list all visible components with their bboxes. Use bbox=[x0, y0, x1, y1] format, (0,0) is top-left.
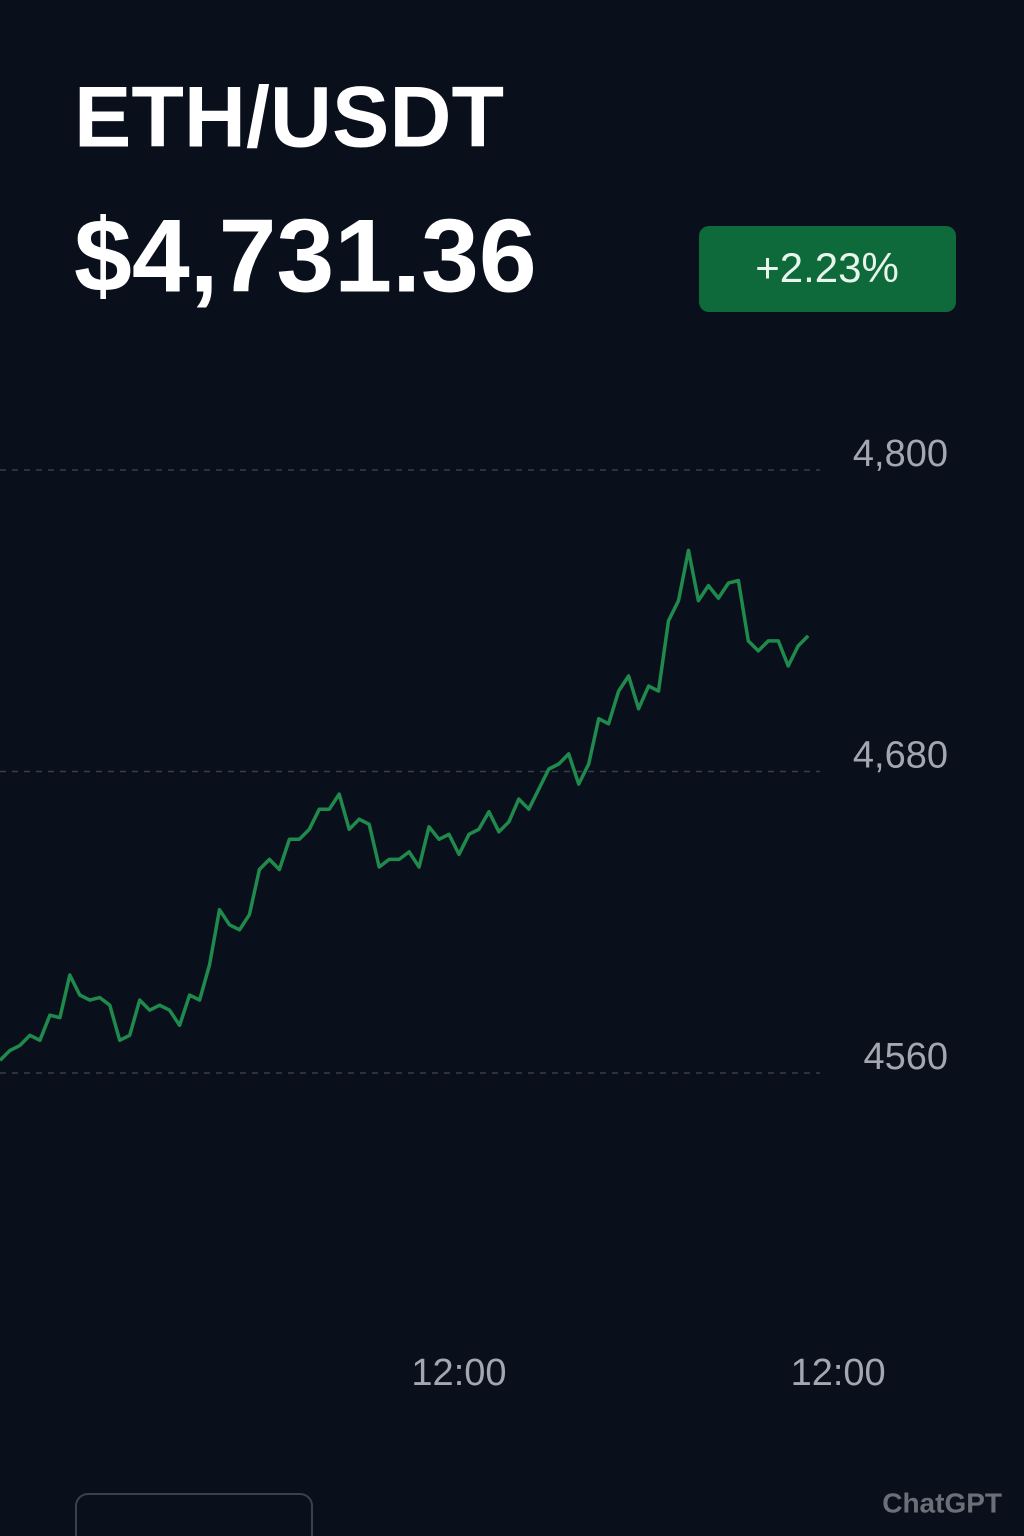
y-tick-label: 4,800 bbox=[853, 433, 948, 475]
change-badge bbox=[699, 226, 956, 312]
price-line bbox=[0, 548, 810, 1062]
y-tick-label: 4560 bbox=[863, 1036, 948, 1078]
watermark: ChatGPT bbox=[882, 1487, 1002, 1518]
y-tick-label: 4,680 bbox=[853, 735, 948, 777]
x-tick-label: 12:00 bbox=[411, 1352, 506, 1394]
price: $4,731.36 bbox=[74, 198, 537, 314]
change-text: +2.23% bbox=[755, 244, 899, 291]
pair-title: ETH/USDT bbox=[74, 70, 504, 166]
button-outline bbox=[75, 1493, 313, 1536]
chart: 4560 4,680 4,800 12:00 12:00 bbox=[0, 433, 948, 1394]
x-tick-label: 12:00 bbox=[791, 1352, 886, 1394]
